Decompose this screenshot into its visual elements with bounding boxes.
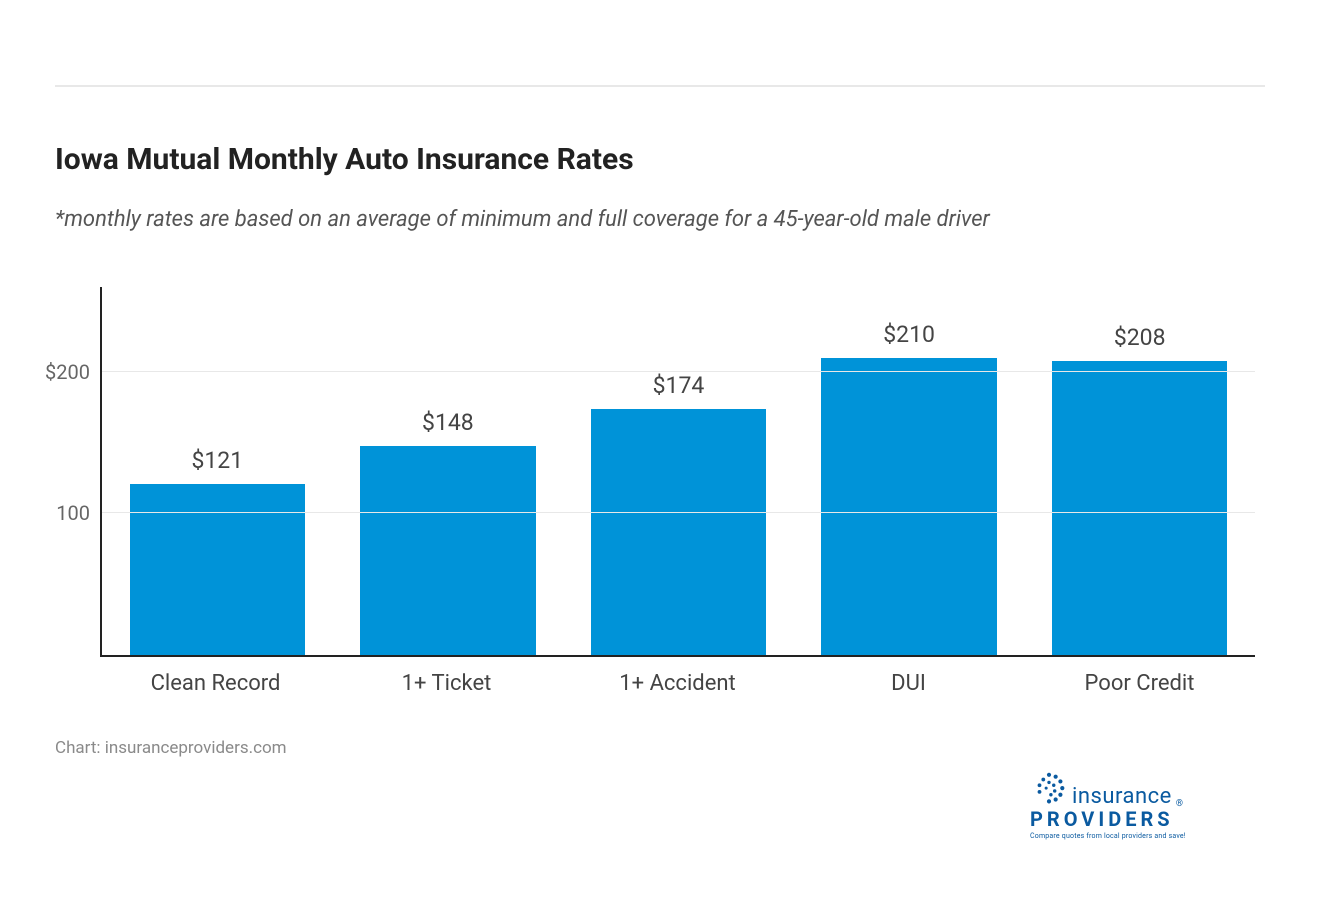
gridline	[102, 512, 1255, 513]
logo-tagline: Compare quotes from local providers and …	[1030, 832, 1250, 840]
bar-column: $148	[333, 287, 564, 655]
y-tick-label: $200	[45, 360, 102, 384]
bar-value-label: $148	[360, 409, 535, 446]
gridline	[102, 371, 1255, 372]
x-tick-label: 1+ Ticket	[331, 671, 562, 696]
bar: $174	[591, 409, 766, 655]
bar-chart: $121$148$174$210$208 100$200 Clean Recor…	[100, 287, 1255, 696]
x-tick-label: Clean Record	[100, 671, 331, 696]
logo-word-insurance: insurance	[1072, 784, 1172, 809]
bar: $121	[130, 484, 305, 655]
x-tick-label: DUI	[793, 671, 1024, 696]
bar-value-label: $121	[130, 447, 305, 484]
brand-logo: insurance ® PROVIDERS Compare quotes from…	[1030, 771, 1250, 840]
chart-credit: Chart: insuranceproviders.com	[55, 738, 1265, 758]
chart-subtitle: *monthly rates are based on an average o…	[55, 207, 1265, 232]
logo-word-providers: PROVIDERS	[1030, 807, 1250, 831]
plot-area: $121$148$174$210$208 100$200	[100, 287, 1255, 657]
bar-value-label: $208	[1052, 324, 1227, 361]
registered-icon: ®	[1176, 799, 1183, 809]
bars-container: $121 $148 $174 $210 $208	[102, 287, 1255, 655]
bar-column: $174	[563, 287, 794, 655]
bar: $208	[1052, 361, 1227, 655]
x-tick-label: 1+ Accident	[562, 671, 793, 696]
divider	[55, 85, 1265, 87]
bar: $148	[360, 446, 535, 655]
bar-column: $210	[794, 287, 1025, 655]
x-axis-labels: Clean Record1+ Ticket1+ AccidentDUIPoor …	[100, 671, 1255, 696]
bar-value-label: $174	[591, 372, 766, 409]
bar-column: $208	[1024, 287, 1255, 655]
bar: $210	[821, 358, 996, 655]
y-tick-label: 100	[56, 501, 102, 525]
logo-dots-icon	[1030, 771, 1068, 809]
x-tick-label: Poor Credit	[1024, 671, 1255, 696]
bar-value-label: $210	[821, 321, 996, 358]
chart-title: Iowa Mutual Monthly Auto Insurance Rates	[55, 142, 1265, 177]
bar-column: $121	[102, 287, 333, 655]
